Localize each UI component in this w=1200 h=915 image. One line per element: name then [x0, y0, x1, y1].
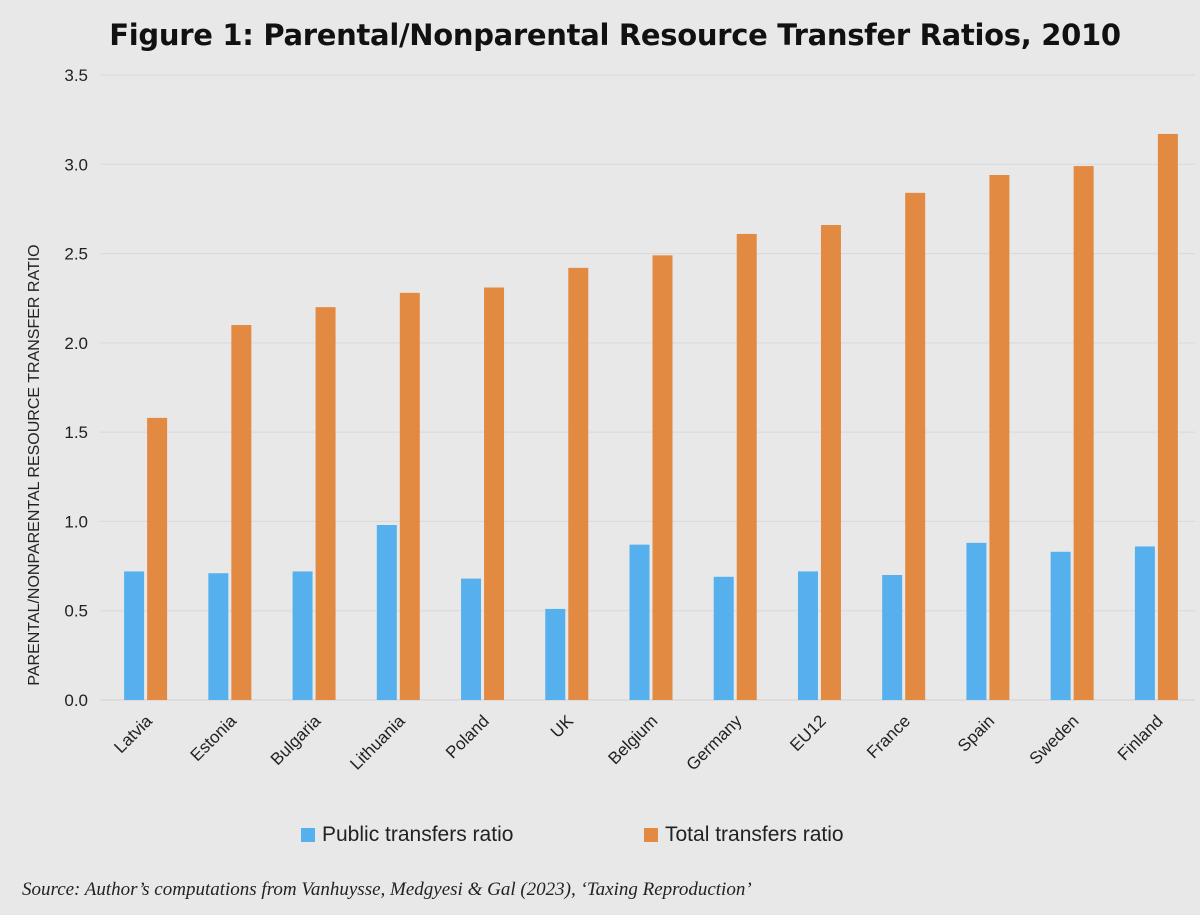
source-note: Source: Author’s computations from Vanhu… [22, 879, 752, 900]
bar-public-belgium [629, 544, 650, 700]
bar-total-sweden [1073, 166, 1094, 701]
bar-total-bulgaria [315, 307, 336, 700]
legend-label-public: Public transfers ratio [322, 823, 514, 846]
x-tick-label: Spain [954, 711, 998, 755]
bar-total-uk [568, 267, 589, 700]
legend-label-total: Total transfers ratio [665, 823, 844, 846]
bar-total-spain [989, 175, 1010, 700]
y-axis-label: PARENTAL/NONPARENTAL RESOURCE TRANSFER R… [26, 244, 43, 685]
bar-public-finland [1134, 546, 1155, 700]
bar-public-sweden [1050, 551, 1071, 700]
y-tick-label: 2.0 [64, 334, 88, 353]
legend: Public transfers ratio Total transfers r… [0, 823, 1200, 853]
bar-public-estonia [208, 573, 229, 700]
bar-total-latvia [147, 417, 168, 700]
bar-total-belgium [652, 255, 673, 700]
bar-total-estonia [231, 325, 252, 700]
x-tick-label: EU12 [786, 711, 830, 755]
x-tick-label: Estonia [187, 711, 241, 765]
bar-public-uk [545, 608, 566, 700]
bar-public-france [882, 575, 903, 700]
bar-total-lithuania [399, 292, 420, 700]
x-tick-label: Sweden [1026, 711, 1083, 768]
y-tick-label: 1.5 [64, 423, 88, 442]
y-axis-ticks: 0.0 0.5 1.0 1.5 2.0 2.5 3.0 3.5 [64, 66, 88, 710]
bar-public-poland [461, 578, 482, 700]
bar-total-france [905, 192, 926, 700]
x-tick-label: Poland [442, 711, 493, 762]
y-tick-label: 3.0 [64, 155, 88, 174]
y-tick-label: 2.5 [64, 245, 88, 264]
bar-public-eu12 [797, 571, 818, 700]
y-tick-label: 1.0 [64, 512, 88, 531]
bar-total-poland [484, 287, 505, 700]
y-tick-label: 0.5 [64, 602, 88, 621]
x-tick-label: France [863, 711, 914, 762]
chart-title: Figure 1: Parental/Nonparental Resource … [109, 18, 1121, 52]
x-axis-ticks: Latvia Estonia Bulgaria Lithuania Poland UK Be… [110, 711, 1166, 774]
legend-item-public: Public transfers ratio [301, 823, 513, 847]
bars [124, 133, 1178, 701]
legend-swatch-total [644, 828, 658, 842]
x-tick-label: Bulgaria [267, 711, 325, 769]
bar-total-eu12 [820, 225, 841, 700]
legend-swatch-public [301, 828, 315, 842]
bar-public-germany [713, 576, 734, 700]
bar-total-finland [1157, 133, 1178, 700]
bar-public-bulgaria [292, 571, 313, 700]
y-tick-label: 0.0 [64, 691, 88, 710]
x-tick-label: Lithuania [346, 711, 409, 774]
bar-public-spain [966, 542, 987, 700]
x-tick-label: Latvia [110, 711, 156, 757]
x-tick-label: UK [547, 711, 578, 742]
bar-total-germany [736, 233, 757, 700]
bar-public-latvia [124, 571, 145, 700]
y-tick-label: 3.5 [64, 66, 88, 85]
x-tick-label: Germany [683, 711, 746, 774]
x-tick-label: Belgium [604, 711, 661, 768]
x-tick-label: Finland [1114, 711, 1167, 764]
bar-public-lithuania [376, 525, 397, 700]
legend-item-total: Total transfers ratio [644, 823, 844, 847]
